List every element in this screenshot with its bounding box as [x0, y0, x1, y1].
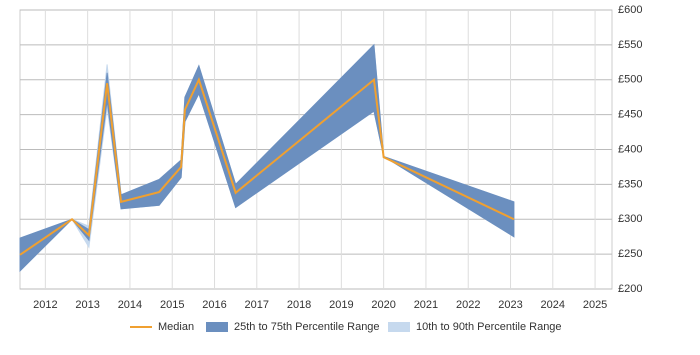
y-tick-label: £250	[618, 248, 642, 260]
legend-label: 10th to 90th Percentile Range	[416, 321, 562, 333]
x-tick-label: 2017	[245, 299, 269, 311]
y-tick-label: £300	[618, 213, 642, 225]
y-tick-label: £550	[618, 39, 642, 51]
y-tick-label: £500	[618, 74, 642, 86]
x-tick-label: 2014	[118, 299, 142, 311]
y-tick-label: £200	[618, 283, 642, 295]
x-tick-label: 2020	[371, 299, 395, 311]
x-tick-label: 2019	[329, 299, 353, 311]
legend-label: 25th to 75th Percentile Range	[234, 321, 380, 333]
x-tick-label: 2022	[456, 299, 480, 311]
y-tick-label: £400	[618, 143, 642, 155]
legend-swatch	[388, 322, 410, 332]
x-tick-label: 2025	[583, 299, 607, 311]
y-tick-label: £450	[618, 109, 642, 121]
x-tick-label: 2023	[498, 299, 522, 311]
x-tick-label: 2018	[287, 299, 311, 311]
legend-label: Median	[158, 321, 194, 333]
x-tick-label: 2021	[414, 299, 438, 311]
y-tick-label: £600	[618, 4, 642, 16]
x-tick-label: 2016	[202, 299, 226, 311]
x-tick-label: 2024	[541, 299, 565, 311]
percentile-band	[19, 43, 515, 273]
x-tick-label: 2013	[75, 299, 99, 311]
median-line	[19, 77, 515, 256]
y-tick-label: £350	[618, 178, 642, 190]
x-tick-label: 2012	[33, 299, 57, 311]
legend-swatch	[206, 322, 228, 332]
x-tick-label: 2015	[160, 299, 184, 311]
